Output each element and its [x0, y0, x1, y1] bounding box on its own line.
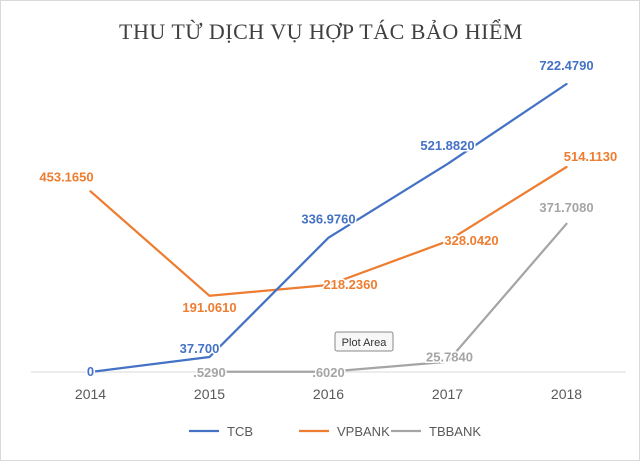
legend-label-tcb: TCB [227, 424, 253, 439]
legend-label-vpbank: VPBANK [337, 424, 390, 439]
data-label-tcb: 722.4790 [539, 58, 593, 73]
x-tick-label: 2014 [75, 386, 106, 402]
legend: TCB VPBANK TBBANK [189, 424, 481, 439]
legend-label-tbbank: TBBANK [429, 424, 481, 439]
plot-area[interactable]: 2014 2015 2016 2017 2018 .5290 .6020 25.7840 371… [31, 58, 626, 402]
data-label-tcb: 521.8820 [420, 138, 474, 153]
data-label-tbbank: .5290 [193, 365, 226, 380]
data-label-tcb: 0 [87, 364, 94, 379]
plot-area-tooltip: Plot Area [335, 332, 393, 351]
data-label-vpbank: 514.1130 [564, 149, 618, 164]
data-label-tbbank: 25.7840 [426, 350, 473, 365]
tooltip-label: Plot Area [342, 337, 388, 349]
data-label-vpbank: 453.1650 [39, 169, 93, 184]
chart-title: THU TỪ DỊCH VỤ HỢP TÁC BẢO HIỂM [119, 19, 523, 44]
x-tick-label: 2018 [551, 386, 582, 402]
data-label-vpbank: 328.0420 [444, 233, 498, 248]
data-label-vpbank: 191.0610 [182, 300, 236, 315]
data-label-tbbank: .6020 [312, 365, 345, 380]
data-label-tbbank: 371.7080 [539, 200, 593, 215]
x-tick-label: 2016 [313, 386, 344, 402]
data-label-tcb: 336.9760 [301, 212, 355, 227]
data-label-vpbank: 218.2360 [323, 277, 377, 292]
x-tick-label: 2015 [194, 386, 225, 402]
series-line-tcb [91, 84, 567, 372]
x-tick-label: 2017 [432, 386, 463, 402]
data-label-tcb: 37.700 [180, 341, 220, 356]
